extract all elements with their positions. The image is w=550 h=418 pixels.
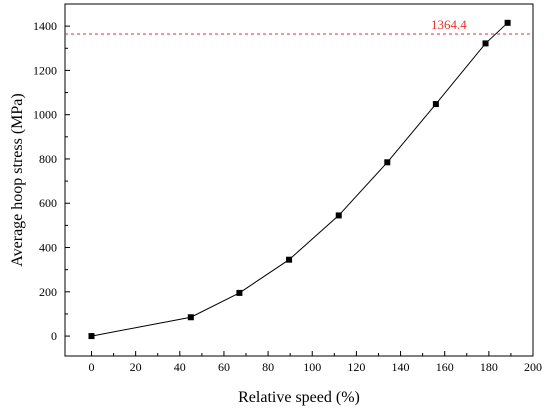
x-tick-label: 40 bbox=[174, 360, 186, 374]
x-tick-label: 80 bbox=[262, 360, 274, 374]
plot-area bbox=[64, 3, 534, 357]
x-tick-label: 0 bbox=[88, 360, 94, 374]
y-tick-label: 800 bbox=[39, 152, 57, 166]
y-tick-label: 0 bbox=[51, 329, 57, 343]
y-axis-label: Average hoop stress (MPa) bbox=[9, 93, 26, 266]
x-tick-label: 180 bbox=[480, 360, 498, 374]
y-axis: 0 200 400 600 800 1000 1200 1400 bbox=[33, 19, 70, 343]
series-group bbox=[88, 19, 511, 340]
y-tick-label: 400 bbox=[39, 241, 57, 255]
data-point bbox=[504, 19, 511, 26]
y-tick-label: 1000 bbox=[33, 108, 57, 122]
data-point bbox=[384, 159, 391, 166]
data-point bbox=[432, 101, 439, 108]
reference-line-label: 1364.4 bbox=[431, 17, 467, 32]
data-point bbox=[88, 333, 95, 340]
x-axis-label: Relative speed (%) bbox=[238, 389, 360, 406]
x-tick-label: 160 bbox=[436, 360, 454, 374]
x-tick-label: 200 bbox=[524, 360, 542, 374]
data-point bbox=[286, 256, 293, 263]
data-point bbox=[187, 314, 194, 321]
x-tick-label: 140 bbox=[392, 360, 410, 374]
x-tick-label: 100 bbox=[303, 360, 321, 374]
x-tick-label: 60 bbox=[218, 360, 230, 374]
data-point bbox=[236, 289, 243, 296]
x-tick-label: 20 bbox=[130, 360, 142, 374]
data-point bbox=[335, 212, 342, 219]
data-point bbox=[482, 40, 489, 47]
x-tick-label: 120 bbox=[347, 360, 365, 374]
y-tick-label: 600 bbox=[39, 196, 57, 210]
y-tick-label: 200 bbox=[39, 285, 57, 299]
y-tick-label: 1200 bbox=[33, 63, 57, 77]
y-tick-label: 1400 bbox=[33, 19, 57, 33]
x-axis: 0 20 40 60 80 100 120 140 160 180 200 bbox=[88, 351, 542, 374]
